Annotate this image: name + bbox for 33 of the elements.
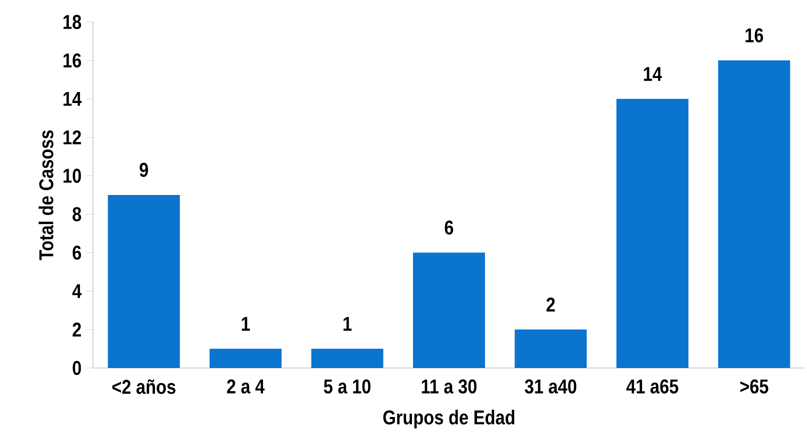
x-tick-label: 41 a65 — [626, 379, 678, 394]
bar — [413, 252, 485, 368]
data-label: 1 — [344, 316, 352, 331]
bar — [514, 330, 587, 368]
data-label: 16 — [746, 28, 764, 42]
bar — [311, 348, 384, 368]
bar — [210, 348, 282, 368]
bar — [718, 60, 790, 368]
y-tick-label: 0 — [72, 360, 81, 376]
data-label: 1 — [242, 316, 250, 331]
x-tick-label: 2 a 4 — [227, 379, 265, 394]
y-tick-label: 14 — [64, 92, 82, 106]
y-tick-label: 18 — [64, 14, 82, 30]
x-tick-label: 5 a 10 — [324, 379, 370, 394]
y-tick-label: 4 — [72, 284, 82, 298]
data-label: 6 — [444, 220, 454, 235]
y-tick-label: 6 — [72, 246, 82, 260]
x-tick-label: <2 años — [112, 379, 176, 394]
bar — [616, 98, 688, 368]
y-tick-label: 16 — [64, 53, 82, 68]
data-label: 9 — [140, 162, 148, 177]
y-tick-label: 10 — [64, 168, 81, 183]
y-axis-title: Total de Casoss — [38, 130, 54, 260]
y-tick-label: 2 — [72, 322, 81, 337]
y-tick-label: 8 — [72, 207, 82, 222]
x-tick-label: >65 — [740, 379, 768, 394]
bar — [108, 194, 180, 368]
x-axis-title: Grupos de Edad — [383, 410, 514, 428]
y-tick-label: 12 — [64, 130, 81, 144]
data-label: 14 — [644, 67, 662, 81]
x-tick-label: 31 a40 — [524, 379, 576, 394]
data-label: 2 — [546, 298, 555, 312]
x-tick-label: 11 a 30 — [422, 379, 476, 394]
